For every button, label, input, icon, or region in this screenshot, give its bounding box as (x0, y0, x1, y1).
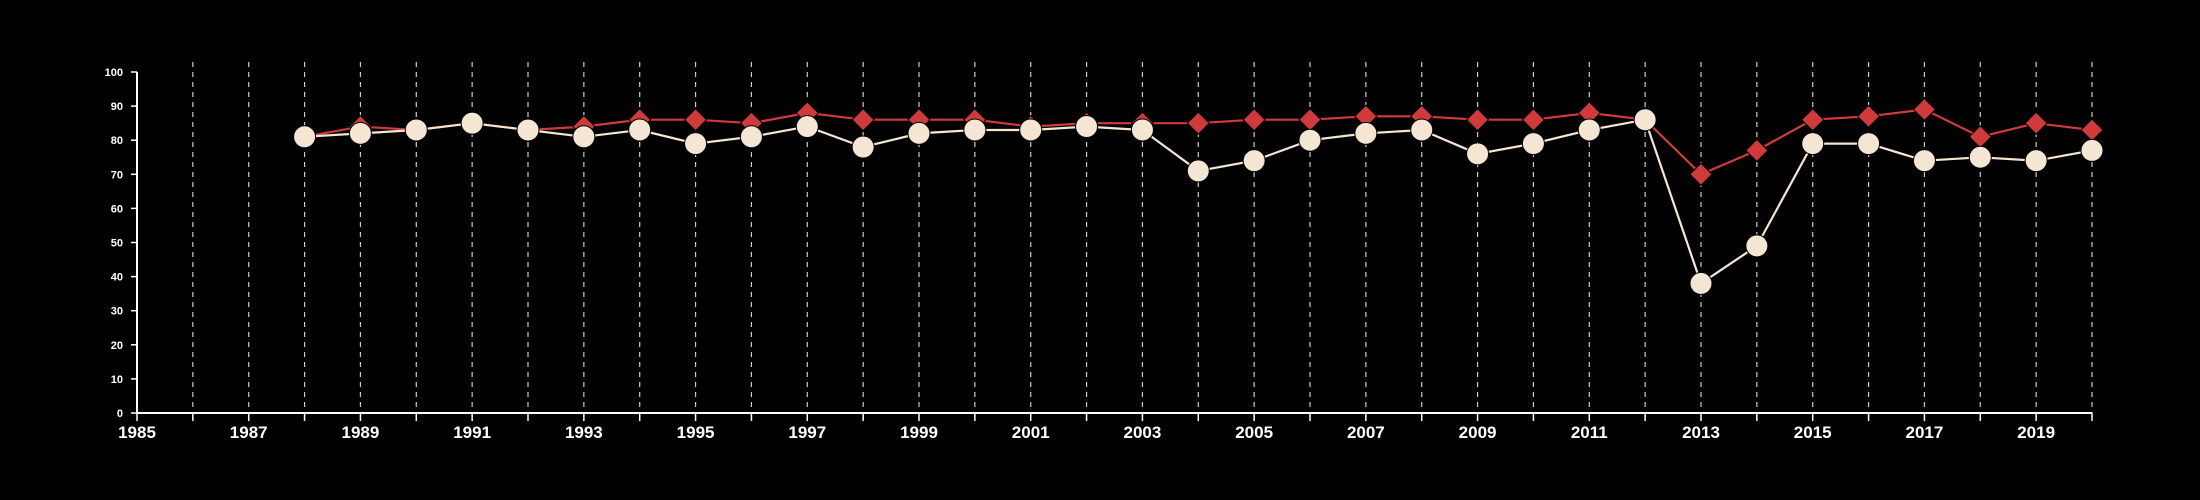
circle-marker (739, 125, 763, 149)
circle-marker (628, 118, 652, 142)
y-tick-label: 60 (111, 203, 123, 215)
y-tick-label: 100 (105, 67, 123, 79)
grid (192, 62, 2093, 413)
circle-marker (572, 125, 596, 149)
y-tick-label: 70 (111, 169, 123, 181)
circle-marker (1186, 159, 1210, 183)
y-tick-label: 20 (111, 340, 123, 352)
x-tick-label: 1991 (453, 423, 491, 442)
y-tick-label: 90 (111, 101, 123, 113)
x-tick-label: 1997 (788, 423, 826, 442)
circle-marker (795, 115, 819, 139)
x-tick-label: 2001 (1012, 423, 1050, 442)
diamond-marker (1242, 108, 1266, 132)
circle-marker (1075, 115, 1099, 139)
x-tick-label: 2017 (1906, 423, 1944, 442)
circle-marker (1912, 149, 1936, 173)
circle-marker (1242, 149, 1266, 173)
circle-marker (1019, 118, 1043, 142)
circle-marker (963, 118, 987, 142)
diamond-marker (2080, 118, 2104, 142)
y-tick-label: 10 (111, 374, 123, 386)
circle-marker (684, 132, 708, 156)
x-tick-label: 2015 (1794, 423, 1832, 442)
circle-marker (1857, 132, 1881, 156)
x-tick-label: 2019 (2017, 423, 2055, 442)
y-tick-label: 50 (111, 238, 123, 250)
circle-marker (516, 118, 540, 142)
diamond-marker (1968, 125, 1992, 149)
circle-marker (907, 121, 931, 145)
x-tick-label: 2007 (1347, 423, 1385, 442)
y-tick-label: 0 (117, 408, 123, 420)
x-tick-label: 2003 (1124, 423, 1162, 442)
diamond-marker (1801, 108, 1825, 132)
circle-marker (1577, 118, 1601, 142)
x-tick-label: 1993 (565, 423, 603, 442)
circle-marker (460, 111, 484, 135)
circle-marker (1521, 132, 1545, 156)
axes: 0 10 20 30 40 50 60 70 80 90 100 1985 1987 1989 1991 19… (105, 67, 2093, 442)
circle-marker (2024, 149, 2048, 173)
diamond-marker (683, 108, 708, 132)
circle-marker (1298, 128, 1322, 152)
y-tick-label: 80 (111, 135, 123, 147)
circle-marker (1130, 118, 1154, 142)
circle-marker (1745, 234, 1769, 258)
y-tick-label: 30 (111, 306, 123, 318)
diamond-marker (1912, 97, 1937, 122)
x-tick-label: 2005 (1235, 423, 1273, 442)
x-tick-label: 1995 (677, 423, 715, 442)
circle-marker (293, 125, 317, 149)
circle-marker (1466, 142, 1490, 166)
series-group (292, 97, 2104, 295)
diamond-marker (1521, 108, 1546, 132)
x-tick-label: 1989 (342, 423, 380, 442)
x-tick-label: 1999 (900, 423, 938, 442)
circle-marker (851, 135, 875, 159)
circle-marker (1410, 118, 1434, 142)
diamond-marker (2024, 111, 2048, 135)
y-tick-label: 40 (111, 272, 123, 284)
diamond-marker (851, 108, 875, 132)
circle-marker (348, 121, 372, 145)
diamond-marker (1745, 138, 1769, 163)
circle-marker (1689, 271, 1713, 295)
diamond-marker (1856, 104, 1881, 129)
circle-marker (2080, 138, 2104, 162)
x-tick-label: 2011 (1571, 423, 1608, 442)
circle-marker (1968, 145, 1992, 169)
circle-marker (1801, 132, 1825, 156)
x-tick-label: 2013 (1682, 423, 1720, 442)
diamond-marker (1465, 108, 1490, 132)
circle-marker (1633, 108, 1657, 132)
diamond-marker (1186, 111, 1210, 135)
circle-marker (1354, 121, 1378, 145)
x-tick-label: 2009 (1459, 423, 1497, 442)
x-tick-label: 1987 (230, 423, 268, 442)
diamond-marker (1689, 162, 1713, 187)
x-tick-label: 1985 (118, 423, 156, 442)
circle-marker (404, 118, 428, 142)
diamond-marker (1298, 108, 1322, 132)
